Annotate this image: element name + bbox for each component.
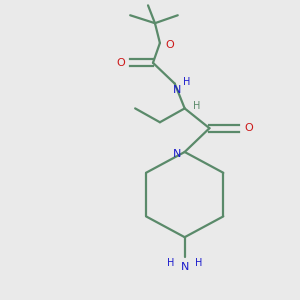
Text: O: O — [245, 123, 254, 133]
Text: H: H — [183, 76, 190, 87]
Text: H: H — [167, 258, 175, 268]
Text: N: N — [172, 149, 181, 159]
Text: O: O — [165, 40, 174, 50]
Text: H: H — [195, 258, 202, 268]
Text: N: N — [172, 85, 181, 94]
Text: N: N — [181, 262, 189, 272]
Text: O: O — [116, 58, 125, 68]
Text: H: H — [193, 101, 200, 111]
